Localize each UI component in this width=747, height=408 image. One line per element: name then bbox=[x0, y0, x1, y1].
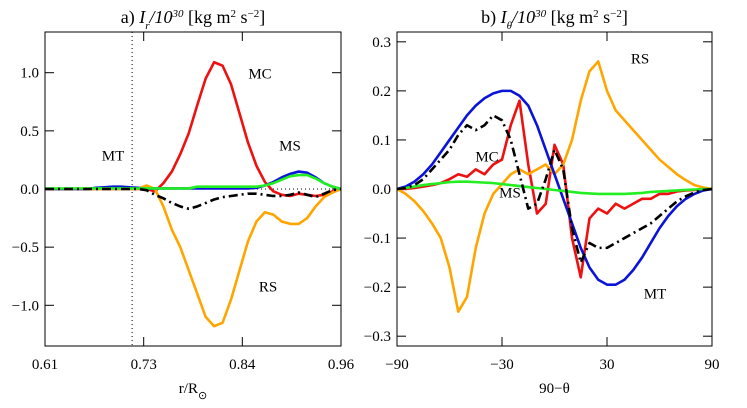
y-tick-label: −0.5 bbox=[12, 240, 39, 256]
x-tick-label: 0.96 bbox=[328, 357, 355, 373]
x-tick-label: 30 bbox=[600, 357, 615, 373]
series-label: RS bbox=[631, 51, 649, 67]
text-part: ] bbox=[622, 7, 628, 27]
text-part: ⊙ bbox=[198, 390, 207, 402]
text-part: r/R bbox=[179, 381, 198, 397]
text-part: −2 bbox=[610, 8, 622, 20]
x-tick-label: −30 bbox=[490, 357, 513, 373]
series-line bbox=[396, 114, 713, 264]
text-part: 2 bbox=[231, 8, 237, 20]
text-part: 30 bbox=[172, 8, 185, 20]
y-tick-label: −1.0 bbox=[12, 298, 39, 314]
text-part: /10 bbox=[511, 7, 535, 27]
x-tick-label: 0.73 bbox=[131, 357, 157, 373]
series-label: MS bbox=[499, 185, 521, 201]
series-label: MS bbox=[279, 138, 301, 154]
text-part: /10 bbox=[149, 7, 173, 27]
series-label: MC bbox=[248, 66, 271, 82]
y-tick-label: 0.2 bbox=[372, 84, 391, 100]
x-axis-label: r/R⊙ bbox=[179, 381, 207, 402]
text-part: [kg m bbox=[184, 7, 231, 27]
series-label: MT bbox=[644, 286, 667, 302]
plot-frame bbox=[44, 31, 342, 347]
text-part: −2 bbox=[248, 8, 260, 20]
series-line bbox=[396, 89, 713, 286]
text-part: s bbox=[236, 7, 248, 27]
x-tick-label: 90 bbox=[705, 357, 720, 373]
series-line bbox=[45, 187, 342, 211]
text-part: b) bbox=[481, 7, 501, 28]
y-tick-label: 1.0 bbox=[20, 66, 39, 82]
text-part: a) bbox=[121, 7, 139, 28]
x-axis-label: 90−θ bbox=[539, 381, 570, 397]
y-tick-label: 0.0 bbox=[372, 182, 391, 198]
series-label: RS bbox=[259, 279, 277, 295]
x-tick-label: −90 bbox=[385, 357, 408, 373]
x-tick-label: 0.61 bbox=[32, 357, 58, 373]
text-part: 2 bbox=[593, 8, 599, 20]
x-tick-label: 0.84 bbox=[229, 357, 256, 373]
y-tick-label: −0.2 bbox=[364, 280, 391, 296]
y-tick-label: −0.1 bbox=[364, 231, 391, 247]
text-part: I bbox=[500, 7, 508, 27]
y-tick-label: −0.3 bbox=[364, 329, 391, 345]
series-label: MT bbox=[102, 148, 125, 164]
plot-frame bbox=[396, 31, 713, 347]
text-part: ] bbox=[259, 7, 265, 27]
text-part: θ bbox=[507, 20, 513, 32]
series-line bbox=[397, 99, 713, 279]
y-tick-label: 0.3 bbox=[372, 35, 391, 51]
text-part: 90−θ bbox=[539, 381, 570, 397]
text-part: [kg m bbox=[546, 7, 593, 27]
y-tick-label: 0.0 bbox=[20, 182, 39, 198]
text-part: s bbox=[599, 7, 611, 27]
y-tick-label: 0.5 bbox=[20, 124, 39, 140]
series-line bbox=[396, 60, 713, 313]
series-label: MC bbox=[475, 149, 498, 165]
series-line bbox=[45, 173, 342, 191]
text-part: 30 bbox=[534, 8, 547, 20]
chart-title: a) Ir/1030 [kg m2 s−2] bbox=[121, 7, 266, 32]
text-part: r bbox=[145, 20, 150, 32]
series-line bbox=[396, 180, 712, 196]
chart-title: b) Iθ/1030 [kg m2 s−2] bbox=[481, 7, 628, 32]
text-part: I bbox=[138, 7, 146, 27]
y-tick-label: 0.1 bbox=[372, 133, 391, 149]
